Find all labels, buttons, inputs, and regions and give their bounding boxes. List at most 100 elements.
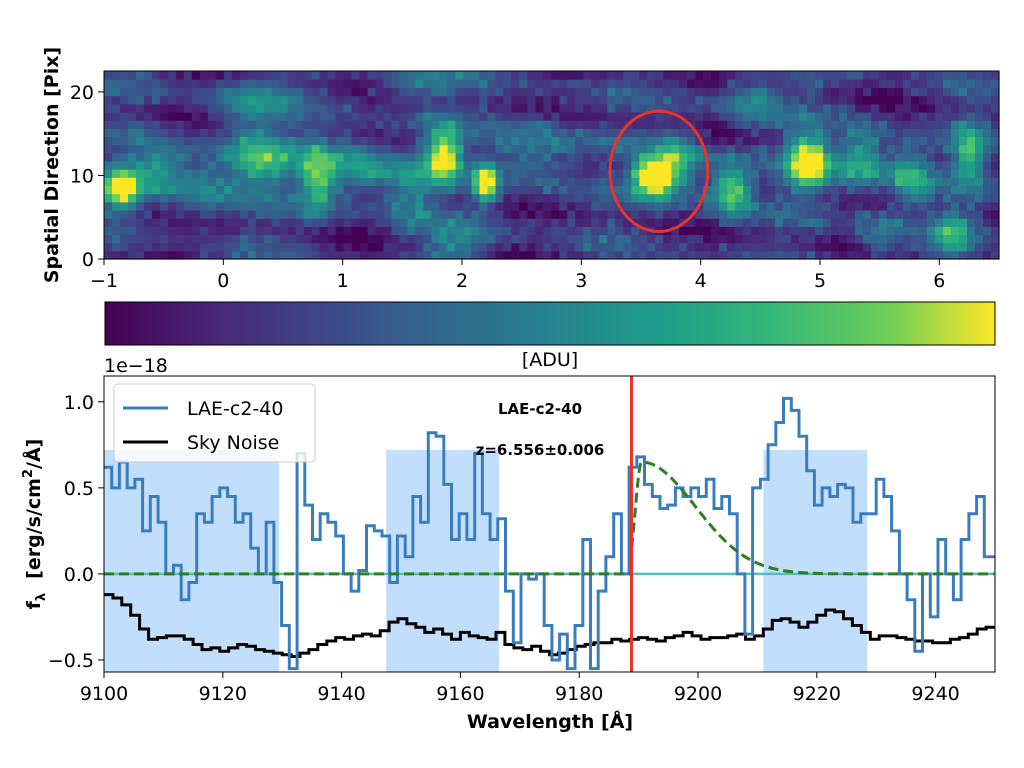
heatmap-cell xyxy=(735,169,744,178)
heatmap-cell xyxy=(631,209,640,219)
heatmap-cell xyxy=(367,87,377,97)
heatmap-cell xyxy=(575,218,585,227)
heatmap-cell xyxy=(919,160,928,170)
heatmap-cell xyxy=(783,234,792,244)
heatmap-cell xyxy=(407,136,417,146)
heatmap-cell xyxy=(463,111,473,121)
heatmap-cell xyxy=(599,193,609,203)
heatmap-cell xyxy=(975,201,984,211)
heatmap-cell xyxy=(471,144,481,154)
heatmap-cell xyxy=(607,128,617,137)
heatmap-cell xyxy=(135,234,145,244)
heatmap-cell xyxy=(479,218,489,227)
heatmap-cell xyxy=(983,250,992,260)
heatmap-cell xyxy=(959,103,968,113)
heatmap-cell xyxy=(863,152,872,162)
heatmap-cell xyxy=(175,201,185,211)
heatmap-cell xyxy=(911,87,920,97)
ylabel-unit-tail: /Å] xyxy=(21,439,45,469)
heatmap-cell xyxy=(703,120,712,129)
heatmap-cell xyxy=(335,136,345,146)
legend-label-sky: Sky Noise xyxy=(187,432,279,454)
heatmap-cell xyxy=(927,209,936,219)
heatmap-cell xyxy=(807,71,816,80)
heatmap-cell xyxy=(543,169,553,178)
heatmap-cell xyxy=(511,226,521,236)
heatmap-cell xyxy=(279,234,289,244)
heatmap-cell xyxy=(903,242,912,252)
heatmap-cell xyxy=(663,193,672,203)
heatmap-cell xyxy=(879,103,888,113)
heatmap-cell xyxy=(351,177,361,187)
heatmap-cell xyxy=(759,136,768,146)
heatmap-cell xyxy=(719,160,728,170)
heatmap-cell xyxy=(591,209,601,219)
heatmap-cell xyxy=(575,242,585,252)
heatmap-cell xyxy=(623,160,633,170)
heatmap-cell xyxy=(719,193,728,203)
heatmap-cell xyxy=(455,103,465,113)
heatmap-cell xyxy=(639,111,648,121)
heatmap-cell xyxy=(679,79,688,88)
heatmap-cell xyxy=(615,136,625,146)
heatmap-cell xyxy=(463,177,473,187)
heatmap-cell xyxy=(127,226,137,236)
heatmap-cell xyxy=(143,120,153,129)
heatmap-cell xyxy=(615,103,625,113)
heatmap-cell xyxy=(215,87,225,97)
heatmap-cell xyxy=(311,95,321,105)
spectrum-x-tick-label: 9160 xyxy=(436,683,484,705)
heatmap-cell xyxy=(503,250,513,260)
heatmap-cell xyxy=(647,136,656,146)
heatmap-cell xyxy=(343,71,353,80)
heatmap-cell xyxy=(175,234,185,244)
heatmap-cell xyxy=(599,177,609,187)
heatmap-cell xyxy=(839,226,848,236)
heatmap-cell xyxy=(967,226,976,236)
heatmap-cell xyxy=(623,144,633,154)
heatmap-cell xyxy=(247,185,257,195)
heatmap-cell xyxy=(319,193,329,203)
heatmap-cell xyxy=(231,95,241,105)
heatmap-cell xyxy=(807,103,816,113)
heatmap-cell xyxy=(367,209,377,219)
heatmap-cell xyxy=(871,234,880,244)
heatmap-cell xyxy=(207,250,217,260)
heatmap-cell xyxy=(263,193,273,203)
heatmap-cell xyxy=(495,128,505,137)
heatmap-cell xyxy=(367,160,377,170)
heatmap-cell xyxy=(823,87,832,97)
heatmap-cell xyxy=(191,169,201,178)
heatmap-cell xyxy=(391,144,401,154)
heatmap-cell xyxy=(831,226,840,236)
heatmap-cell xyxy=(495,136,505,146)
heatmap-cell xyxy=(871,209,880,219)
heatmap-cell xyxy=(983,144,992,154)
heatmap-cell xyxy=(511,193,521,203)
heatmap-cell xyxy=(687,169,696,178)
heatmap-cell xyxy=(951,226,960,236)
heatmap-cell xyxy=(447,95,457,105)
heatmap-cell xyxy=(871,79,880,88)
heatmap-cell xyxy=(183,218,193,227)
heatmap-cell xyxy=(367,218,377,227)
heatmap-cell xyxy=(495,234,505,244)
heatmap-cell xyxy=(295,234,305,244)
heatmap-cell xyxy=(703,193,712,203)
heatmap-cell xyxy=(559,79,569,88)
heatmap-cell xyxy=(807,128,816,137)
spectrum-x-tick-label: 9100 xyxy=(80,683,128,705)
heatmap-cell xyxy=(879,160,888,170)
heatmap-cell xyxy=(663,201,672,211)
heatmap-cell xyxy=(143,218,153,227)
heatmap-cell xyxy=(327,152,337,162)
heatmap-cell xyxy=(959,79,968,88)
heatmap-cell xyxy=(711,111,720,121)
heatmap-cell xyxy=(623,111,633,121)
heatmap-cell xyxy=(903,226,912,236)
heatmap-cell xyxy=(519,209,529,219)
heatmap-cell xyxy=(951,144,960,154)
heatmap-cell xyxy=(975,87,984,97)
heatmap-y-tick-label: 20 xyxy=(70,82,94,104)
heatmap-cell xyxy=(991,152,1000,162)
